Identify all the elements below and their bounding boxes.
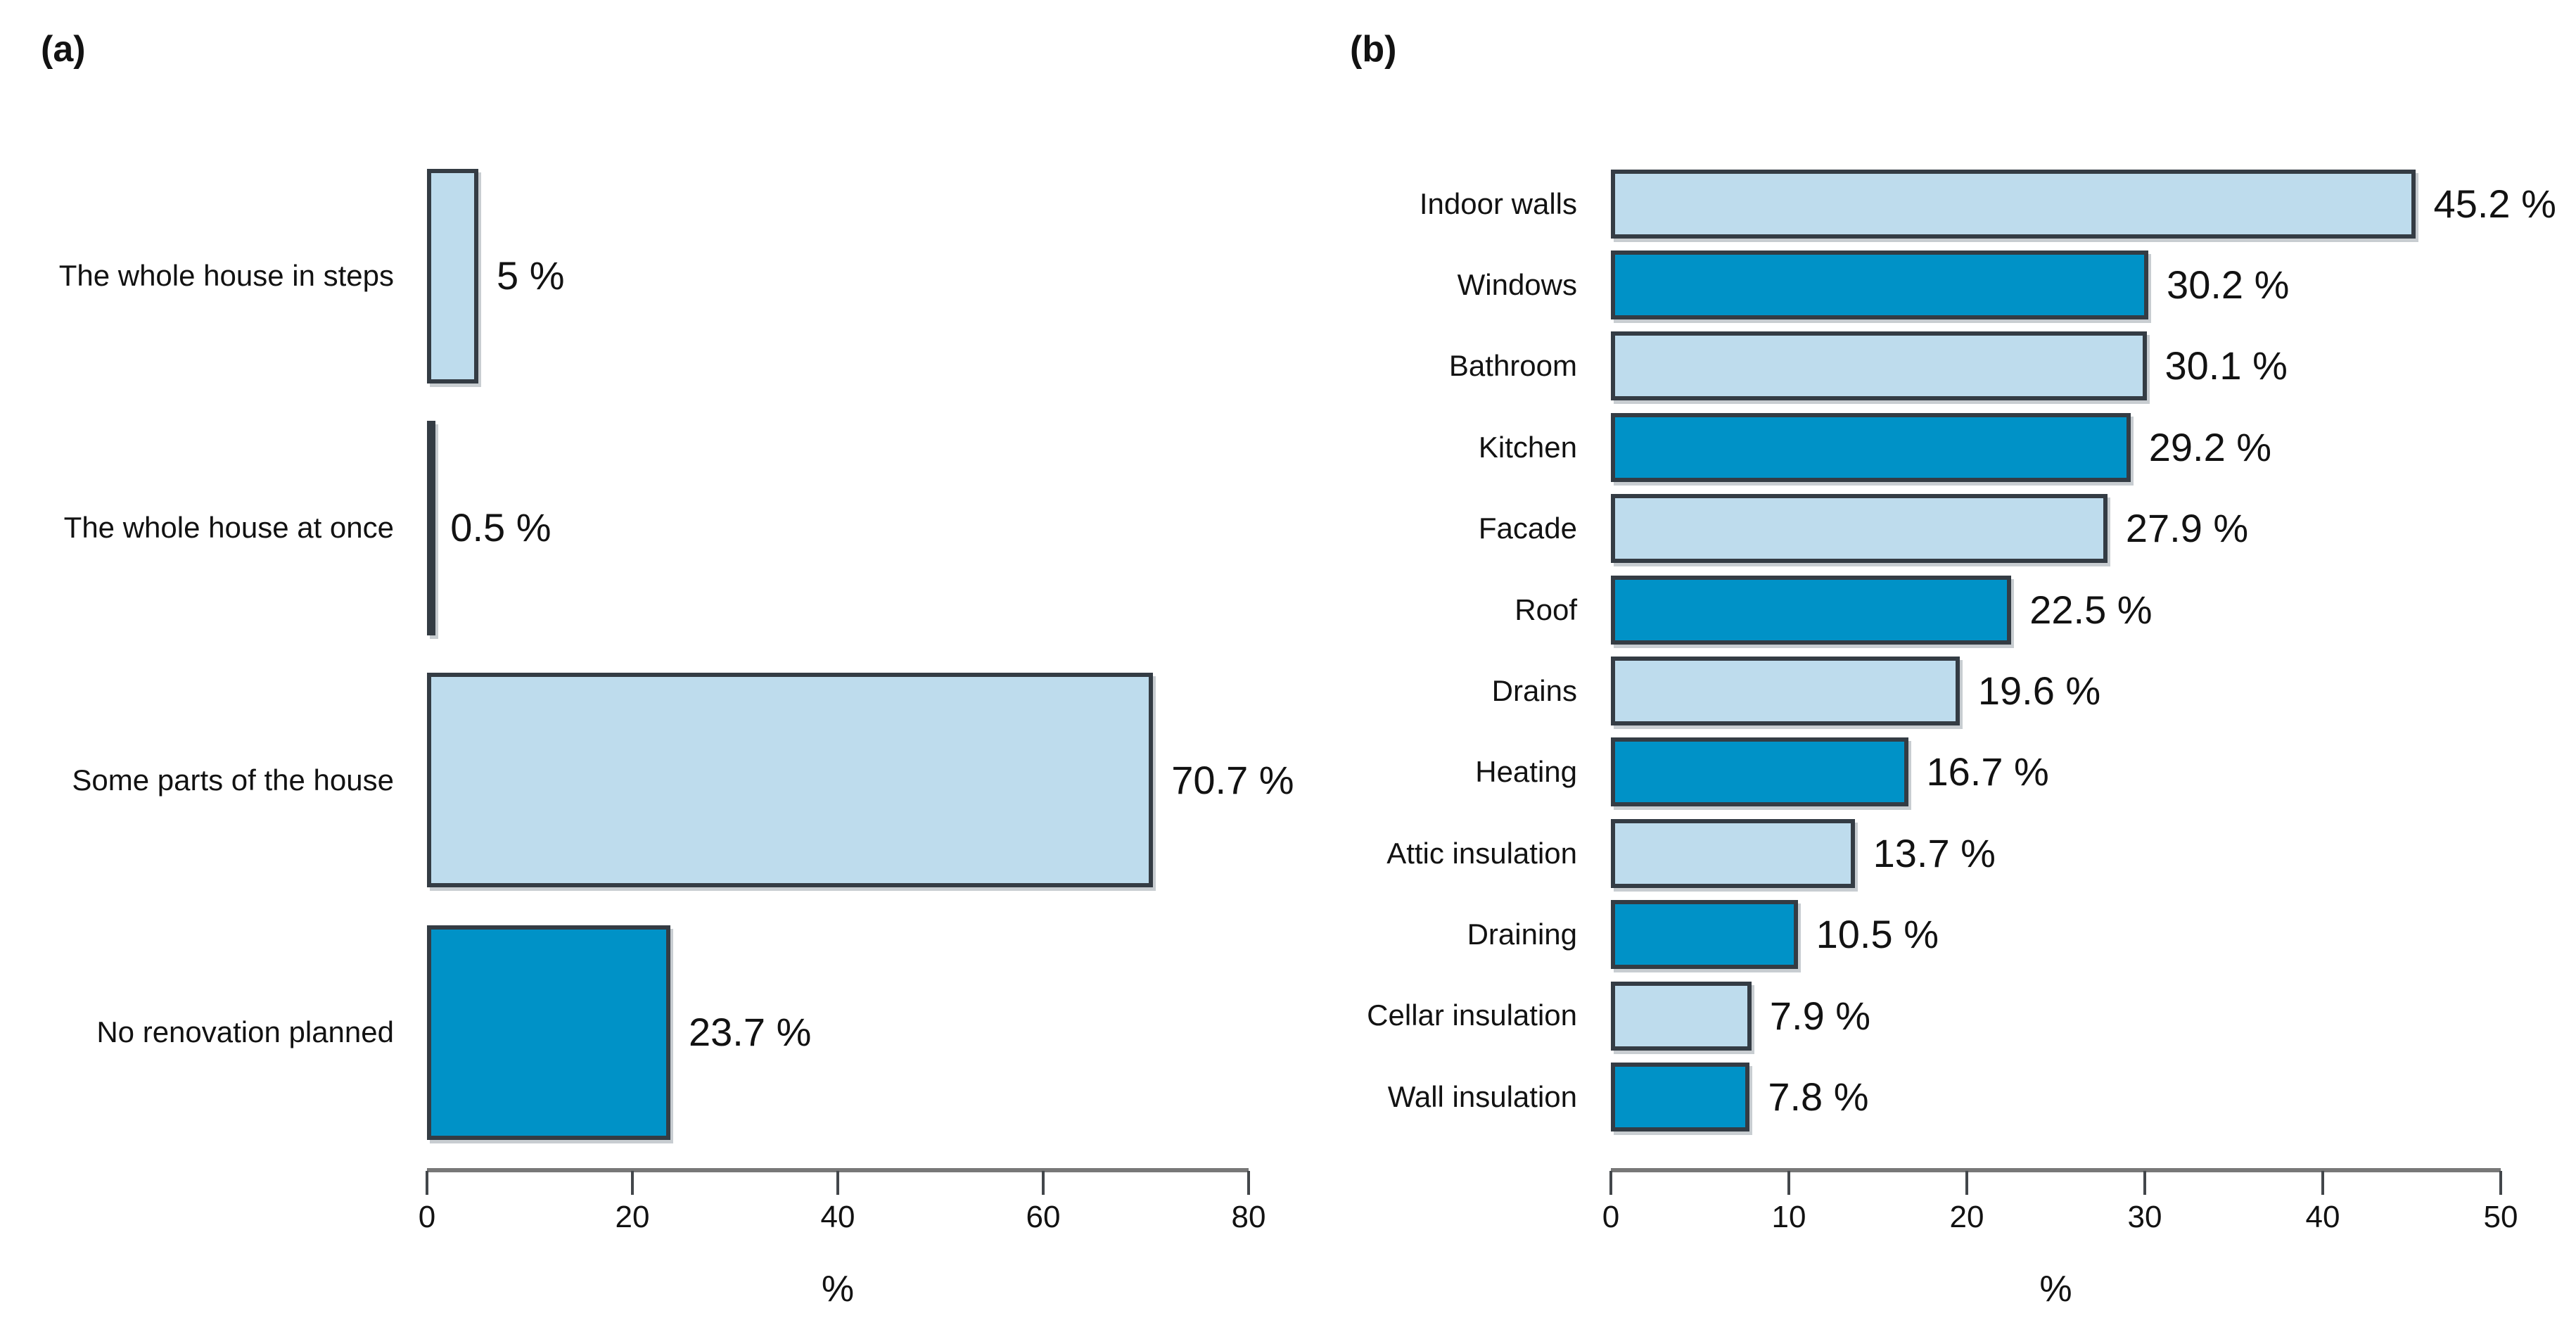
- value-label: 23.7 %: [689, 1010, 812, 1055]
- axis-tick-mark: [1965, 1171, 1968, 1195]
- bar: [427, 925, 671, 1140]
- bar-row: Attic insulation 13.7 %: [1288, 813, 2576, 894]
- axis-tick-mark: [1247, 1171, 1250, 1195]
- bar: [1611, 657, 1960, 726]
- category-label: Indoor walls: [1419, 186, 1577, 220]
- value-label: 13.7 %: [1873, 830, 1996, 875]
- value-label: 0.5 %: [450, 505, 551, 550]
- bar-chart-panel-b: (b) Indoor walls 45.2 % Windows 30.2 % B…: [1288, 0, 2576, 1344]
- value-label: 29.2 %: [2148, 424, 2272, 469]
- x-axis-title: %: [821, 1269, 855, 1310]
- bar-row: Facade 27.9 %: [1288, 488, 2576, 569]
- bar: [1611, 981, 1752, 1051]
- axis-tick-label: 40: [2305, 1200, 2340, 1234]
- plot-area-b: Indoor walls 45.2 % Windows 30.2 % Bathr…: [1288, 163, 2576, 1138]
- bar-row: Windows 30.2 %: [1288, 244, 2576, 325]
- bar: [1611, 737, 1908, 807]
- category-label: Wall insulation: [1387, 1079, 1577, 1113]
- axis-tick-label: 50: [2483, 1200, 2518, 1234]
- axis-tick-mark: [2499, 1171, 2502, 1195]
- bar: [1611, 169, 2416, 239]
- bar-row: Indoor walls 45.2 %: [1288, 163, 2576, 244]
- panel-label-b: (b): [1350, 29, 1397, 70]
- x-axis-title: %: [2039, 1269, 2072, 1310]
- axis-tick-mark: [1042, 1171, 1045, 1195]
- value-label: 27.9 %: [2125, 506, 2249, 551]
- bar: [1611, 900, 1798, 970]
- axis-tick-label: 40: [820, 1200, 855, 1234]
- bar-row: Kitchen 29.2 %: [1288, 407, 2576, 488]
- value-label: 19.6 %: [1977, 668, 2101, 714]
- axis-tick-label: 80: [1231, 1200, 1266, 1234]
- panel-label-a: (a): [41, 29, 86, 70]
- axis-tick-label: 30: [2127, 1200, 2162, 1234]
- plot-area-a: The whole house in steps 5 % The whole h…: [0, 150, 1294, 1158]
- value-label: 7.9 %: [1769, 993, 1871, 1038]
- bar-row: No renovation planned 23.7 %: [0, 906, 1288, 1158]
- bar-row: Cellar insulation 7.9 %: [1288, 975, 2576, 1056]
- value-label: 5 %: [497, 253, 565, 298]
- bar-row: Wall insulation 7.8 %: [1288, 1056, 2576, 1137]
- bar-chart-panel-a: (a) The whole house in steps 5 % The who…: [0, 29, 1294, 1310]
- value-label: 7.8 %: [1768, 1074, 1869, 1119]
- category-label: Roof: [1515, 592, 1577, 626]
- bar-row: Draining 10.5 %: [1288, 894, 2576, 975]
- axis-tick-label: 60: [1026, 1200, 1061, 1234]
- category-label: Windows: [1457, 267, 1577, 301]
- axis-tick-mark: [631, 1171, 634, 1195]
- axis-tick-label: 0: [418, 1200, 436, 1234]
- category-label: Cellar insulation: [1367, 999, 1577, 1032]
- axis-tick-label: 10: [1771, 1200, 1806, 1234]
- category-label: Attic insulation: [1386, 836, 1577, 870]
- axis-tick-mark: [426, 1171, 428, 1195]
- bar: [427, 168, 478, 383]
- category-label: The whole house at once: [63, 511, 394, 545]
- bar: [427, 420, 435, 635]
- axis-line: [427, 1168, 1249, 1172]
- category-label: Drains: [1491, 673, 1577, 707]
- bar: [1611, 494, 2108, 564]
- bar-row: Some parts of the house 70.7 %: [0, 654, 1294, 906]
- bar-row: The whole house in steps 5 %: [0, 150, 1288, 402]
- value-label: 30.1 %: [2164, 343, 2288, 388]
- axis-tick-label: 0: [1602, 1200, 1620, 1234]
- bar-row: Bathroom 30.1 %: [1288, 326, 2576, 407]
- axis-tick-mark: [836, 1171, 839, 1195]
- axis-tick-label: 20: [1949, 1200, 1984, 1234]
- bar-row: Roof 22.5 %: [1288, 569, 2576, 650]
- value-label: 30.2 %: [2167, 262, 2290, 308]
- axis-line: [1611, 1168, 2501, 1172]
- axis-tick-mark: [1787, 1171, 1790, 1195]
- bar: [1611, 818, 1855, 888]
- bar: [427, 673, 1154, 888]
- value-label: 45.2 %: [2433, 181, 2556, 226]
- axis-tick-mark: [1609, 1171, 1612, 1195]
- axis-tick-label: 20: [615, 1200, 650, 1234]
- bar: [1611, 412, 2131, 482]
- bar: [1611, 575, 2012, 645]
- category-label: Kitchen: [1478, 430, 1577, 464]
- value-label: 16.7 %: [1926, 749, 2049, 794]
- category-label: Heating: [1475, 755, 1577, 789]
- category-label: Some parts of the house: [72, 763, 394, 797]
- value-label: 70.7 %: [1171, 757, 1294, 802]
- category-label: The whole house in steps: [58, 259, 394, 292]
- value-label: 10.5 %: [1816, 912, 1939, 957]
- bar: [1611, 251, 2149, 320]
- bar-row: The whole house at once 0.5 %: [0, 402, 1288, 654]
- axis-tick-mark: [2321, 1171, 2324, 1195]
- category-label: Bathroom: [1448, 349, 1577, 383]
- category-label: No renovation planned: [96, 1015, 394, 1048]
- bar-row: Drains 19.6 %: [1288, 650, 2576, 731]
- bar: [1611, 331, 2147, 401]
- value-label: 22.5 %: [2029, 587, 2153, 632]
- bar: [1611, 1062, 1750, 1131]
- bar-row: Heating 16.7 %: [1288, 732, 2576, 813]
- category-label: Draining: [1467, 918, 1577, 951]
- axis-tick-mark: [2143, 1171, 2146, 1195]
- category-label: Facade: [1478, 512, 1577, 545]
